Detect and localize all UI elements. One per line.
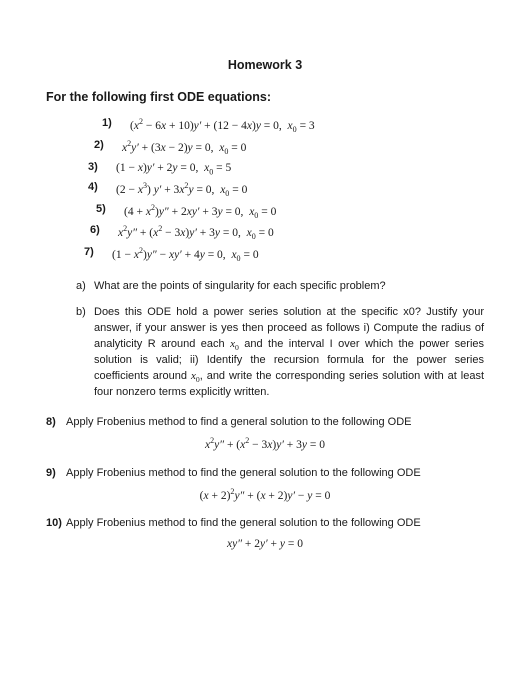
equation-number: 5) — [96, 202, 124, 222]
part-row: a)What are the points of singularity for… — [76, 279, 484, 295]
problem-text: Apply Frobenius method to find the gener… — [66, 516, 484, 532]
problem-text: Apply Frobenius method to find a general… — [66, 415, 484, 431]
equation-list: 1)(x2 − 6x + 10)y′ + (12 − 4x)y = 0, x0 … — [46, 116, 484, 265]
equation-number: 3) — [88, 160, 116, 178]
part-label: a) — [76, 279, 94, 295]
parts-list: a)What are the points of singularity for… — [46, 279, 484, 401]
problem-number: 10) — [46, 516, 66, 532]
problem-block: 10)Apply Frobenius method to find the ge… — [46, 516, 484, 553]
equation-body: x2y′ + (3x − 2)y = 0, x0 = 0 — [122, 138, 246, 158]
section-heading: For the following first ODE equations: — [46, 88, 484, 106]
equation-row: 4)(2 − x3) y′ + 3x2y = 0, x0 = 0 — [76, 180, 484, 200]
equation-number: 6) — [90, 223, 118, 243]
problem-equation: (x + 2)2y″ + (x + 2)y′ − y = 0 — [46, 486, 484, 505]
equation-body: (1 − x)y′ + 2y = 0, x0 = 5 — [116, 160, 231, 178]
equation-row: 6)x2y″ + (x2 − 3x)y′ + 3y = 0, x0 = 0 — [76, 223, 484, 243]
equation-row: 5)(4 + x2)y″ + 2xy′ + 3y = 0, x0 = 0 — [76, 202, 484, 222]
equation-row: 2)x2y′ + (3x − 2)y = 0, x0 = 0 — [76, 138, 484, 158]
page-title: Homework 3 — [46, 56, 484, 74]
equation-body: x2y″ + (x2 − 3x)y′ + 3y = 0, x0 = 0 — [118, 223, 274, 243]
part-row: b)Does this ODE hold a power series solu… — [76, 305, 484, 401]
equation-number: 1) — [102, 116, 130, 136]
equation-number: 4) — [88, 180, 116, 200]
problem-number: 8) — [46, 415, 66, 431]
problems-section: 8)Apply Frobenius method to find a gener… — [46, 415, 484, 552]
equation-row: 1)(x2 − 6x + 10)y′ + (12 − 4x)y = 0, x0 … — [76, 116, 484, 136]
equation-row: 7)(1 − x2)y″ − xy′ + 4y = 0, x0 = 0 — [76, 245, 484, 265]
equation-row: 3)(1 − x)y′ + 2y = 0, x0 = 5 — [76, 160, 484, 178]
equation-number: 2) — [94, 138, 122, 158]
problem-number: 9) — [46, 466, 66, 482]
part-text: What are the points of singularity for e… — [94, 279, 386, 295]
part-label: b) — [76, 305, 94, 401]
problem-text: Apply Frobenius method to find the gener… — [66, 466, 484, 482]
equation-body: (1 − x2)y″ − xy′ + 4y = 0, x0 = 0 — [112, 245, 259, 265]
problem-equation: x2y″ + (x2 − 3x)y′ + 3y = 0 — [46, 435, 484, 454]
part-text: Does this ODE hold a power series soluti… — [94, 305, 484, 401]
equation-body: (2 − x3) y′ + 3x2y = 0, x0 = 0 — [116, 180, 247, 200]
problem-block: 8)Apply Frobenius method to find a gener… — [46, 415, 484, 453]
equation-body: (x2 − 6x + 10)y′ + (12 − 4x)y = 0, x0 = … — [130, 116, 315, 136]
equation-body: (4 + x2)y″ + 2xy′ + 3y = 0, x0 = 0 — [124, 202, 276, 222]
problem-equation: xy″ + 2y′ + y = 0 — [46, 536, 484, 553]
equation-number: 7) — [84, 245, 112, 265]
problem-block: 9)Apply Frobenius method to find the gen… — [46, 466, 484, 504]
